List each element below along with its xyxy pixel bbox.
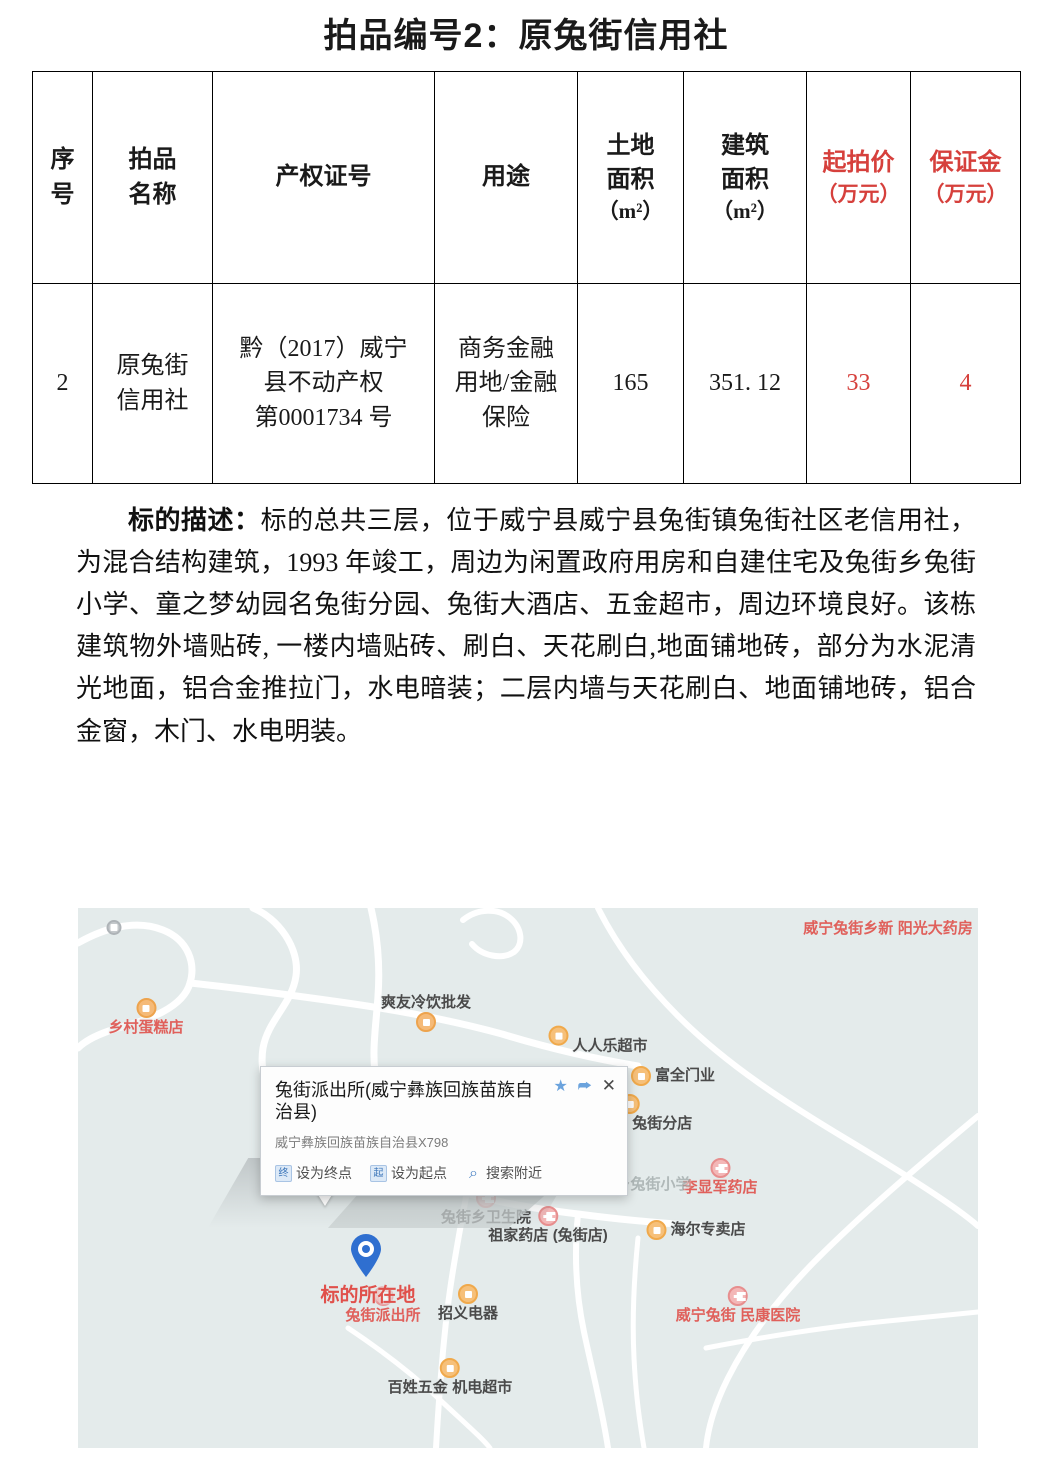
cell-name: 原兔街 信用社 — [92, 283, 213, 484]
col-header-cert: 产权证号 — [212, 71, 435, 284]
cell-use-line1: 商务金融 — [458, 336, 554, 363]
cell-cert: 黔（2017）威宁 县不动产权 第0001734 号 — [212, 283, 435, 484]
col-header-name: 拍品 名称 — [92, 71, 213, 284]
cell-land-area: 165 — [577, 283, 684, 484]
poi-info-card[interactable]: ★ ⮫ ✕ 兔街派出所(威宁彝族回族苗族自治县) 威宁彝族回族苗族自治县X798… — [260, 1066, 628, 1197]
search-nearby-label: 搜索附近 — [486, 1165, 542, 1182]
col-header-build-unit: （m²） — [712, 198, 778, 223]
cell-start-price: 33 — [806, 283, 911, 484]
info-card-tools: ★ ⮫ ✕ — [553, 1076, 616, 1096]
location-map[interactable]: 威宁兔街乡新 阳光大药房 乡村蛋糕店 爽友冷饮批发 人人乐超市 富全门业 雄狮铝… — [78, 908, 978, 1448]
set-as-start-label: 设为起点 — [391, 1165, 447, 1182]
col-header-deposit-label: 保证金 — [929, 149, 1002, 176]
info-card-address: 威宁彝族回族苗族自治县X798 — [275, 1135, 449, 1151]
lot-table: 序 号 拍品 名称 产权证号 用途 土地 面积 （m²） 建筑 面积 （m²） … — [32, 71, 1021, 484]
cell-seq: 2 — [32, 283, 93, 484]
set-as-destination-label: 设为终点 — [296, 1165, 352, 1182]
close-icon[interactable]: ✕ — [601, 1076, 616, 1095]
lot-description-label: 标的描述： — [128, 506, 261, 535]
cell-deposit: 4 — [910, 283, 1021, 484]
table-body: 2 原兔街 信用社 黔（2017）威宁 县不动产权 第0001734 号 商务金… — [32, 283, 1021, 484]
set-as-start-button[interactable]: 起 设为起点 — [370, 1163, 447, 1183]
col-header-build-area: 建筑 面积 （m²） — [683, 71, 807, 284]
start-icon: 起 — [370, 1164, 387, 1182]
destination-icon: 终 — [275, 1164, 292, 1182]
cell-use-line2: 用地/金融 — [454, 370, 558, 397]
col-header-deposit-unit: （万元） — [923, 181, 1008, 206]
table-row: 2 原兔街 信用社 黔（2017）威宁 县不动产权 第0001734 号 商务金… — [32, 283, 1021, 484]
cell-name-line2: 信用社 — [116, 387, 189, 414]
col-header-seq-line2: 号 — [50, 181, 75, 208]
table-header: 序 号 拍品 名称 产权证号 用途 土地 面积 （m²） 建筑 面积 （m²） … — [32, 71, 1021, 284]
col-header-land-line2: 面积 — [606, 166, 655, 193]
share-icon[interactable]: ⮫ — [577, 1077, 592, 1095]
col-header-seq: 序 号 — [32, 71, 93, 284]
search-icon: ⌕ — [469, 1164, 478, 1182]
info-card-title: 兔街派出所(威宁彝族回族苗族自治县) — [275, 1080, 533, 1122]
target-location-label: 标的所在地 — [320, 1285, 416, 1306]
col-header-land-area: 土地 面积 （m²） — [577, 71, 684, 284]
cell-use: 商务金融 用地/金融 保险 — [434, 283, 578, 484]
page-title: 拍品编号2：原兔街信用社 — [323, 17, 729, 55]
cell-build-area: 351. 12 — [683, 283, 807, 484]
col-header-name-line1: 拍品 — [128, 147, 177, 174]
favorite-star-icon[interactable]: ★ — [553, 1078, 568, 1095]
col-header-start-price: 起拍价 （万元） — [806, 71, 911, 284]
col-header-name-line2: 名称 — [128, 181, 177, 208]
cell-cert-line2: 县不动产权 — [263, 370, 384, 397]
col-header-deposit: 保证金 （万元） — [910, 71, 1021, 284]
set-as-destination-button[interactable]: 终 设为终点 — [275, 1163, 352, 1183]
cell-use-line3: 保险 — [482, 404, 530, 431]
col-header-build-line1: 建筑 — [721, 132, 769, 159]
cell-cert-line1: 黔（2017）威宁 — [239, 336, 408, 363]
lot-table-wrapper: 序 号 拍品 名称 产权证号 用途 土地 面积 （m²） 建筑 面积 （m²） … — [0, 71, 1052, 484]
table-header-row: 序 号 拍品 名称 产权证号 用途 土地 面积 （m²） 建筑 面积 （m²） … — [32, 71, 1021, 284]
info-card-actions: 终 设为终点 起 设为起点 ⌕ 搜索附近 — [275, 1163, 613, 1183]
col-header-seq-line1: 序 — [50, 147, 75, 174]
map-roads — [78, 908, 978, 1448]
lot-description: 标的描述：标的总共三层，位于威宁县威宁县兔街镇兔街社区老信用社，为混合结构建筑，… — [76, 500, 976, 753]
cell-name-line1: 原兔街 — [116, 353, 189, 380]
col-header-use: 用途 — [434, 71, 578, 284]
col-header-land-line1: 土地 — [606, 132, 655, 159]
lot-description-body: 标的总共三层，位于威宁县威宁县兔街镇兔街社区老信用社，为混合结构建筑，1993 … — [76, 506, 976, 746]
cell-cert-line3: 第0001734 号 — [254, 404, 393, 431]
col-header-start-price-unit: （万元） — [816, 181, 901, 206]
col-header-build-line2: 面积 — [721, 166, 769, 193]
col-header-start-price-label: 起拍价 — [822, 149, 895, 176]
target-location-pin-icon[interactable] — [349, 1234, 383, 1278]
search-nearby-button[interactable]: ⌕ 搜索附近 — [465, 1163, 542, 1183]
col-header-land-unit: （m²） — [597, 198, 664, 223]
